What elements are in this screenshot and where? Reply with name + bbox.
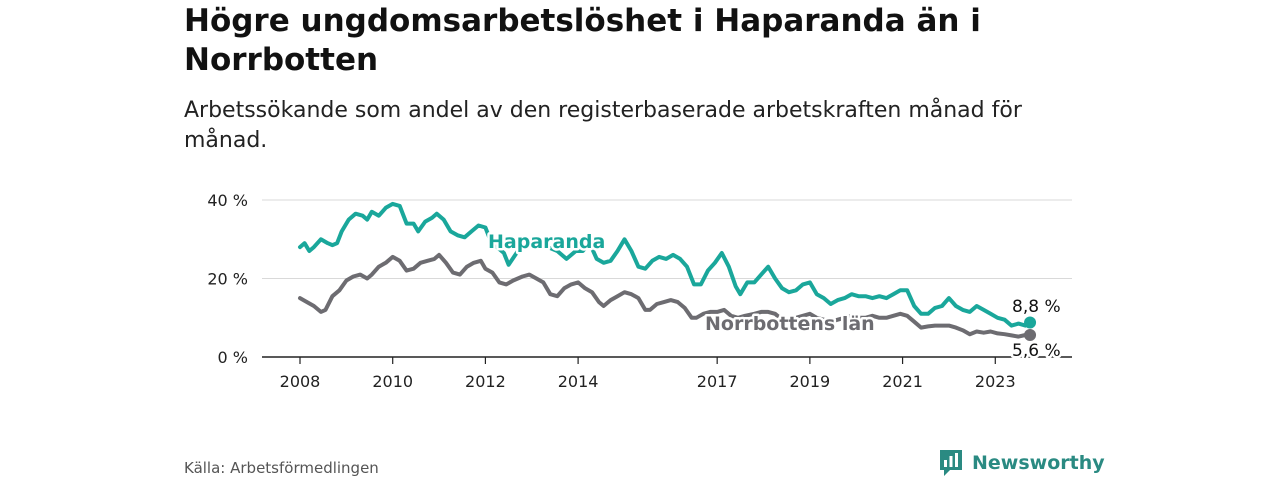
source-text: Källa: Arbetsförmedlingen bbox=[184, 459, 379, 477]
newsworthy-logo-icon bbox=[940, 450, 962, 476]
haparanda-end-point bbox=[1024, 316, 1037, 329]
y-tick-label-0: 0 % bbox=[218, 348, 248, 367]
brand-logo[interactable]: Newsworthy bbox=[938, 448, 1105, 478]
x-tick-label-2012: 2012 bbox=[465, 372, 506, 391]
norrbotten-end-label: 5,6 % bbox=[1012, 341, 1061, 361]
grid-lines bbox=[262, 199, 1072, 358]
x-tick-label-2021: 2021 bbox=[882, 372, 923, 391]
x-tick-label-2008: 2008 bbox=[280, 372, 321, 391]
series-labels: Haparanda Norrbottens län 8,8 % 5,6 % bbox=[486, 229, 1064, 364]
norrbotten-line bbox=[298, 252, 1032, 339]
norrbotten-series-label: Norrbottens län bbox=[705, 313, 875, 335]
series-lines bbox=[298, 201, 1037, 342]
x-tick-label-2019: 2019 bbox=[790, 372, 831, 391]
chart-subtitle: Arbetssökande som andel av den registerb… bbox=[184, 98, 1022, 153]
haparanda-end-label: 8,8 % bbox=[1012, 297, 1061, 317]
x-axis: 2008 2010 2012 2014 2017 2019 2021 2023 bbox=[280, 357, 1016, 391]
x-tick-label-2010: 2010 bbox=[372, 372, 413, 391]
line-chart: 0 % 20 % 40 % 2008 2010 2012 2014 2017 2019 2021… bbox=[207, 191, 1072, 391]
y-axis: 0 % 20 % 40 % bbox=[207, 191, 248, 367]
y-tick-label-40: 40 % bbox=[207, 191, 248, 210]
x-tick-label-2017: 2017 bbox=[697, 372, 738, 391]
x-tick-label-2023: 2023 bbox=[975, 372, 1016, 391]
brand-name: Newsworthy bbox=[972, 452, 1105, 474]
norrbotten-end-point bbox=[1024, 329, 1037, 342]
chart-title: Högre ungdomsarbetslöshet i Haparanda än… bbox=[184, 3, 981, 78]
haparanda-series-label: Haparanda bbox=[488, 231, 605, 253]
y-tick-label-20: 20 % bbox=[207, 270, 248, 289]
haparanda-line bbox=[298, 201, 1032, 328]
x-tick-label-2014: 2014 bbox=[558, 372, 599, 391]
